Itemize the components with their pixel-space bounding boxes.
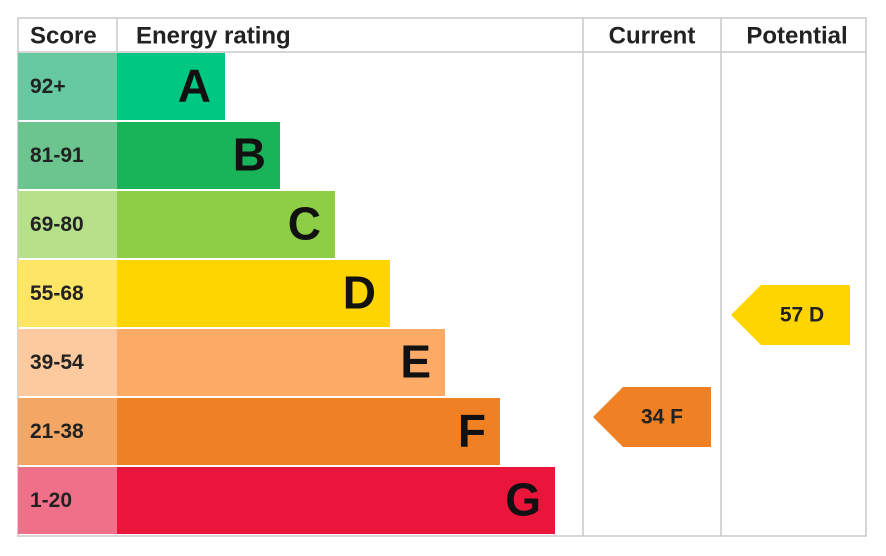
rating-bar	[117, 122, 280, 189]
score-label: 81-91	[30, 144, 84, 167]
score-label: 1-20	[30, 489, 72, 512]
score-label: 69-80	[30, 213, 84, 236]
band-letter: B	[233, 129, 266, 181]
band-letter: D	[343, 267, 376, 319]
current-label: 34 F	[641, 406, 683, 429]
header-score: Score	[30, 22, 97, 49]
score-cell	[18, 53, 117, 120]
rating-bar	[117, 260, 390, 327]
current-arrow	[593, 387, 711, 447]
score-cell	[18, 122, 117, 189]
rating-bar	[117, 398, 500, 465]
band-letter: A	[178, 60, 211, 112]
score-label: 21-38	[30, 420, 84, 443]
score-cell	[18, 467, 117, 534]
score-label: 92+	[30, 75, 66, 98]
score-label: 39-54	[30, 351, 84, 374]
score-label: 55-68	[30, 282, 84, 305]
header-current: Current	[609, 22, 696, 49]
rating-bar	[117, 191, 335, 258]
band-letter: E	[400, 336, 431, 388]
band-letter: G	[505, 474, 541, 526]
score-cell	[18, 398, 117, 465]
score-cell	[18, 260, 117, 327]
score-cell	[18, 191, 117, 258]
rating-bar	[117, 53, 225, 120]
rating-bar	[117, 329, 445, 396]
bands: 92+ A 81-91 B 69-80 C 55-68 D 39-54 E 21-38 F 1-20 G	[18, 53, 555, 534]
band-letter: F	[458, 405, 486, 457]
potential-label: 57 D	[780, 304, 824, 327]
header-potential: Potential	[746, 22, 847, 49]
rating-bar	[117, 467, 555, 534]
header-rating: Energy rating	[136, 22, 291, 49]
score-cell	[18, 329, 117, 396]
potential-arrow	[731, 285, 850, 345]
band-letter: C	[288, 198, 321, 250]
